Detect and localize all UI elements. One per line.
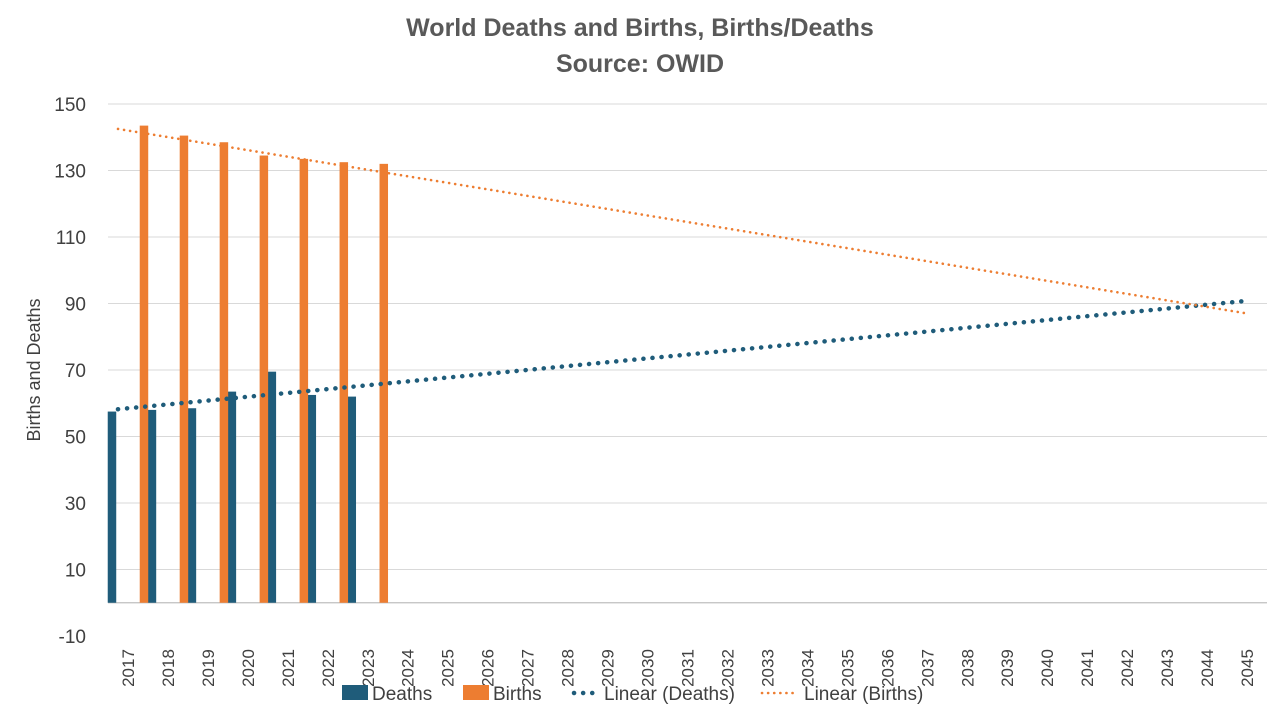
- x-tick-label: 2029: [599, 649, 618, 687]
- x-tick-label: 2044: [1198, 649, 1217, 687]
- deaths-bar: [307, 394, 317, 603]
- x-tick-label: 2038: [958, 649, 977, 687]
- y-tick-label: 50: [65, 428, 86, 449]
- x-tick-label: 2043: [1158, 649, 1177, 687]
- x-tick-label: 2022: [319, 649, 338, 687]
- x-tick-label: 2040: [1038, 649, 1057, 687]
- x-tick-label: 2031: [679, 649, 698, 687]
- legend-label: Linear (Deaths): [604, 684, 735, 705]
- deaths-bar: [347, 396, 357, 603]
- x-tick-label: 2026: [479, 649, 498, 687]
- bars: [107, 125, 389, 603]
- x-tick-label: 2041: [1078, 649, 1097, 687]
- births-bar: [379, 163, 389, 603]
- y-tick-label: 130: [54, 162, 86, 183]
- y-axis-label: Births and Deaths: [24, 298, 44, 441]
- x-tick-label: 2035: [838, 649, 857, 687]
- legend-label: Births: [493, 684, 542, 705]
- y-tick-label: 110: [56, 228, 86, 249]
- x-tick-label: 2039: [998, 649, 1017, 687]
- x-tick-label: 2032: [718, 649, 737, 687]
- births-bar: [139, 125, 149, 603]
- x-tick-label: 2025: [439, 649, 458, 687]
- births-trend-line: [116, 127, 1249, 315]
- deaths-bar: [147, 409, 157, 603]
- x-axis-ticks: 2017 2018 2019 2020 2021 2022 2023 2024 2025 2026…: [119, 649, 1257, 687]
- deaths-bar: [107, 411, 117, 603]
- legend-swatch: [463, 685, 489, 700]
- x-tick-label: 2018: [159, 649, 178, 687]
- chart-title-block: World Deaths and Births, Births/Deaths S…: [0, 10, 1280, 82]
- births-bar: [179, 135, 189, 603]
- y-tick-label: 150: [54, 95, 86, 116]
- y-tick-label: 70: [65, 361, 86, 382]
- x-tick-label: 2023: [359, 649, 378, 687]
- legend-label: Deaths: [372, 684, 432, 705]
- x-tick-label: 2030: [639, 649, 658, 687]
- chart-subtitle: Source: OWID: [555, 50, 725, 78]
- x-tick-label: 2037: [918, 649, 937, 687]
- x-tick-label: 2042: [1118, 649, 1137, 687]
- trend-lines: [115, 127, 1250, 412]
- x-tick-label: 2034: [798, 649, 817, 687]
- chart-title: World Deaths and Births, Births/Deaths: [406, 14, 874, 42]
- x-tick-label: 2028: [559, 649, 578, 687]
- legend-swatch: [342, 685, 368, 700]
- x-tick-label: 2027: [519, 649, 538, 687]
- legend-label: Linear (Births): [804, 684, 923, 705]
- x-tick-label: 2017: [119, 649, 138, 687]
- deaths-bar: [267, 371, 277, 603]
- births-bar: [259, 155, 269, 603]
- y-tick-label: 30: [65, 494, 86, 515]
- y-axis-ticks: -10 10 30 50 70 90 110 130 150: [54, 95, 86, 648]
- legend: Deaths Births Linear (Deaths) Linear (Birth…: [342, 684, 923, 705]
- x-tick-label: 2020: [239, 649, 258, 687]
- y-tick-label: 10: [65, 561, 86, 582]
- deaths-bar: [227, 391, 237, 603]
- x-tick-label: 2045: [1238, 649, 1257, 687]
- births-bar: [299, 158, 309, 603]
- deaths-bar: [187, 408, 197, 603]
- x-tick-label: 2033: [758, 649, 777, 687]
- births-bar: [219, 142, 229, 603]
- births-bar: [339, 162, 349, 603]
- x-tick-label: 2024: [399, 649, 418, 687]
- x-tick-label: 2019: [199, 649, 218, 687]
- deaths-trend-line: [115, 298, 1250, 412]
- x-tick-label: 2021: [279, 649, 298, 687]
- y-tick-label: 90: [65, 295, 86, 316]
- y-tick-label: -10: [59, 627, 86, 648]
- x-tick-label: 2036: [878, 649, 897, 687]
